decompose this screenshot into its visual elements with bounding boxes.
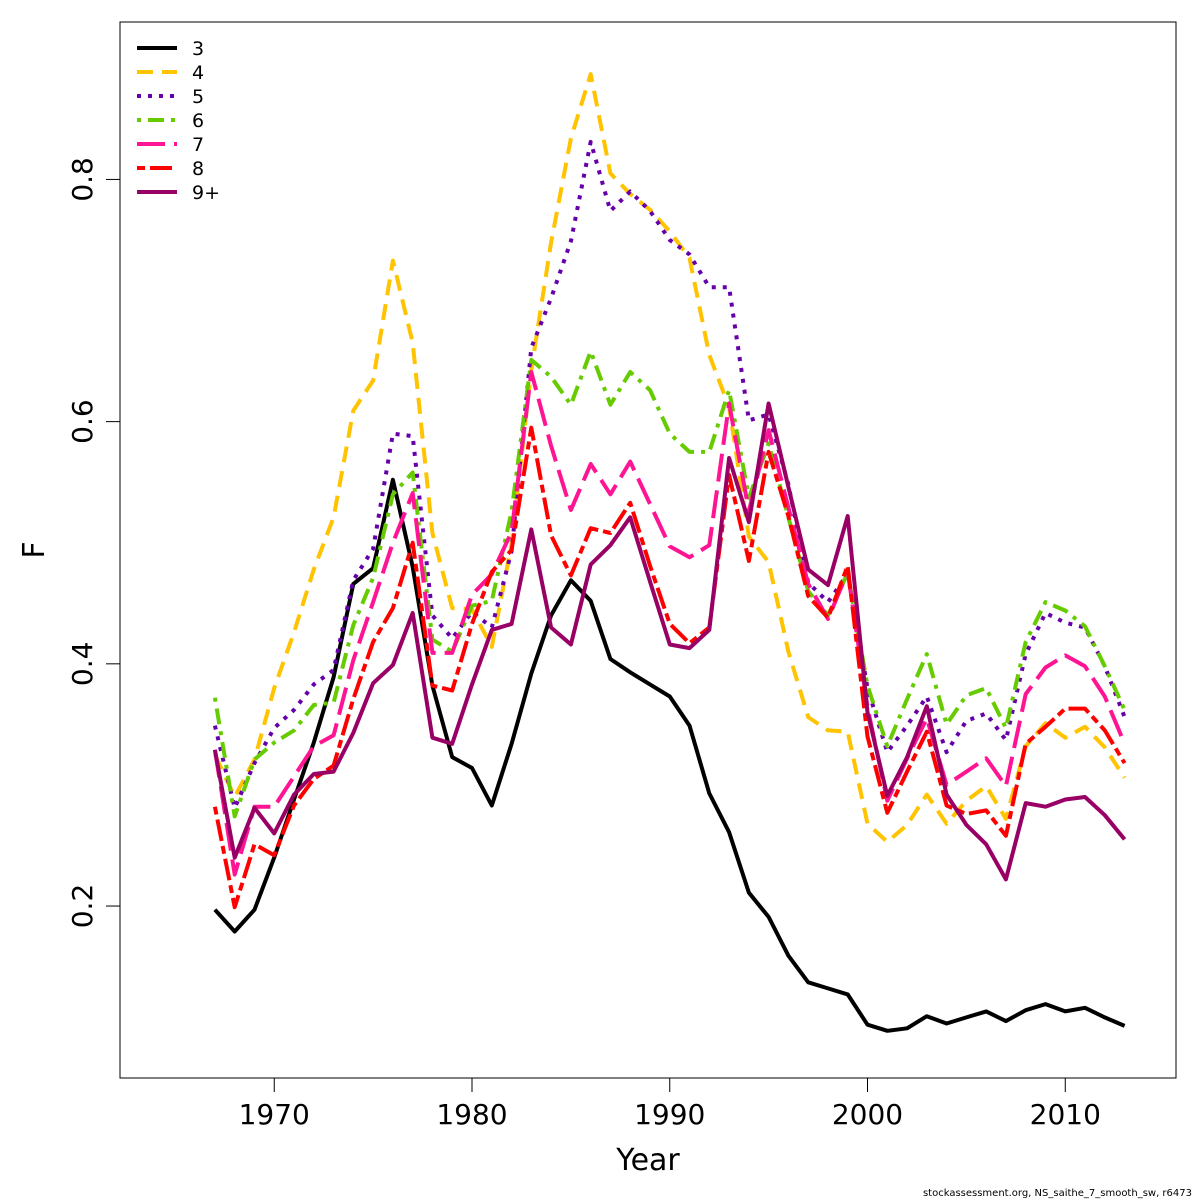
x-tick-label: 2000	[832, 1098, 903, 1131]
series-line-5	[212, 370, 1127, 877]
series-line-2	[213, 72, 1127, 844]
x-axis: 1970 1980 1990 2000 2010	[239, 1077, 1101, 1131]
series-line-6	[212, 425, 1127, 910]
y-tick-label: 0.2	[66, 884, 99, 929]
legend-label: 7	[192, 134, 204, 156]
series-line-4	[212, 349, 1127, 819]
legend-label: 9+	[192, 182, 220, 204]
series-line-7	[212, 401, 1127, 882]
x-tick-label: 2010	[1030, 1098, 1101, 1131]
source-caption: stockassessment.org, NS_saithe_7_smooth_…	[923, 1188, 1192, 1199]
series-line-3	[212, 139, 1127, 810]
y-tick-label: 0.4	[66, 642, 99, 687]
legend-label: 6	[192, 110, 204, 132]
y-tick-label: 0.6	[66, 399, 99, 444]
y-axis-title: F	[17, 541, 52, 558]
x-axis-title: Year	[615, 1143, 680, 1178]
plot-frame	[119, 21, 1177, 1079]
legend-label: 3	[192, 38, 204, 60]
y-tick-label: 0.8	[66, 157, 99, 202]
legend-label: 4	[192, 62, 204, 84]
series-line-1	[213, 477, 1126, 1033]
x-tick-label: 1980	[436, 1098, 507, 1131]
plot-lines	[212, 72, 1127, 1033]
legend-label: 8	[192, 158, 204, 180]
legend-label: 5	[192, 86, 204, 108]
x-tick-label: 1970	[239, 1098, 310, 1131]
x-tick-label: 1990	[634, 1098, 705, 1131]
y-axis: 0.2 0.4 0.6 0.8	[66, 157, 121, 929]
